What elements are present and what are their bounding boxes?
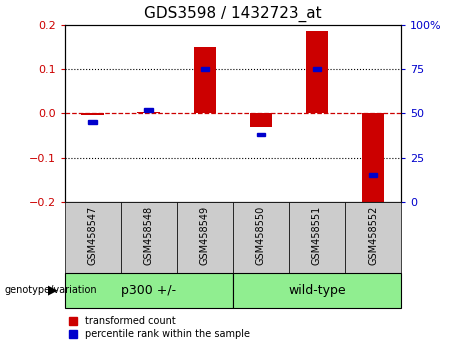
Text: GSM458550: GSM458550 (256, 206, 266, 266)
Bar (144, 108, 153, 112)
Bar (289, 202, 345, 273)
Text: p300 +/-: p300 +/- (121, 284, 176, 297)
Text: GSM458547: GSM458547 (88, 206, 98, 266)
Bar (362, 113, 384, 211)
Text: GSM458552: GSM458552 (368, 206, 378, 266)
Bar (345, 202, 401, 273)
Bar (65, 273, 233, 308)
Bar (257, 133, 265, 136)
Bar (201, 67, 209, 71)
Bar (306, 32, 328, 113)
Title: GDS3598 / 1432723_at: GDS3598 / 1432723_at (144, 6, 322, 22)
Bar (121, 202, 177, 273)
Bar (82, 113, 104, 115)
Text: GSM458549: GSM458549 (200, 206, 210, 266)
Bar (65, 202, 121, 273)
Bar (233, 202, 289, 273)
Bar (369, 173, 377, 177)
Bar (250, 113, 272, 127)
Bar (89, 120, 97, 124)
Text: genotype/variation: genotype/variation (5, 285, 97, 295)
Bar (177, 202, 233, 273)
Text: ▶: ▶ (48, 284, 58, 297)
Text: wild-type: wild-type (288, 284, 346, 297)
Text: GSM458551: GSM458551 (312, 206, 322, 266)
Bar (233, 273, 401, 308)
Bar (313, 67, 321, 71)
Legend: transformed count, percentile rank within the sample: transformed count, percentile rank withi… (70, 316, 250, 339)
Text: GSM458548: GSM458548 (144, 206, 154, 266)
Bar (194, 47, 216, 113)
